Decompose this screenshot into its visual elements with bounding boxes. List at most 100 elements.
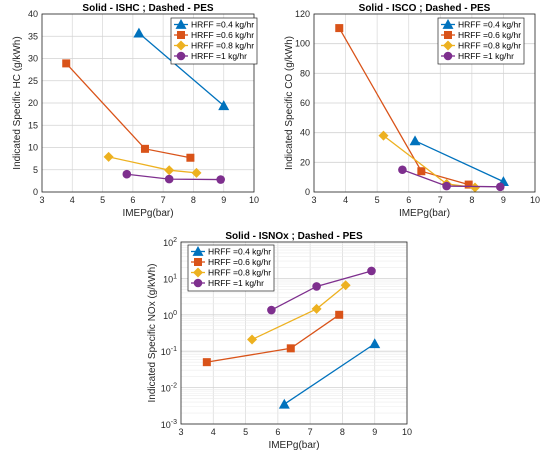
x-tick-label: 6 <box>406 195 411 205</box>
y-tick-label: 10-2 <box>161 383 177 394</box>
x-tick-label: 5 <box>375 195 380 205</box>
x-tick-label: 7 <box>438 195 443 205</box>
data-point <box>218 100 230 111</box>
legend-label: HRFF =0.6 kg/hr <box>191 30 254 40</box>
data-point <box>267 305 276 315</box>
data-point <box>122 169 132 179</box>
data-point <box>470 182 481 193</box>
data-point <box>378 130 389 141</box>
legend-marker <box>176 51 186 61</box>
legend-label: HRFF =0.4 kg/hr <box>458 20 521 30</box>
chart-title: Solid - ISHC ; Dashed - PES <box>82 3 213 14</box>
x-tick-label: 4 <box>343 195 348 205</box>
axes-box <box>41 13 255 193</box>
data-point <box>312 282 321 291</box>
data-point <box>286 344 295 353</box>
data-point <box>191 167 202 178</box>
y-tick-label: 10-3 <box>161 419 177 430</box>
legend-marker <box>192 246 204 256</box>
y-tick-label: 15 <box>28 120 38 130</box>
legend-label: HRFF =1 kg/hr <box>458 51 514 61</box>
data-point <box>140 144 149 153</box>
y-tick-label: 40 <box>28 9 38 19</box>
legend-label: HRFF =0.8 kg/hr <box>208 268 271 278</box>
data-point <box>442 181 451 191</box>
legend-label: HRFF =0.8 kg/hr <box>458 41 521 51</box>
legend-label: HRFF =0.6 kg/hr <box>208 257 271 267</box>
x-axis-label: IMEPg(bar) <box>399 208 450 219</box>
legend-marker <box>175 19 187 29</box>
x-axis-label: IMEPg(bar) <box>268 440 319 451</box>
data-point <box>335 24 344 33</box>
y-tick-label: 10-1 <box>161 346 177 357</box>
data-point <box>398 165 407 175</box>
data-point <box>417 167 426 176</box>
x-tick-label: 6 <box>130 195 135 205</box>
data-point <box>367 266 376 276</box>
x-tick-label: 4 <box>211 427 216 437</box>
data-point <box>164 165 175 176</box>
series-line-1 <box>283 343 376 405</box>
y-axis-label: Indicated Specific NOx (g/kWh) <box>147 264 158 403</box>
x-tick-label: 8 <box>191 195 196 205</box>
x-tick-label: 7 <box>161 195 166 205</box>
chart-title: Solid - ISCO ; Dashed - PES <box>359 3 491 14</box>
y-tick-label: 35 <box>28 31 38 41</box>
data-point <box>103 151 114 162</box>
y-tick-label: 100 <box>295 39 310 49</box>
chart-title: Solid - ISNOx ; Dashed - PES <box>225 231 363 242</box>
x-tick-label: 3 <box>178 427 183 437</box>
axes-box <box>313 13 536 193</box>
x-tick-label: 10 <box>402 427 412 437</box>
data-point <box>278 398 290 409</box>
legend-marker <box>193 267 203 278</box>
y-tick-label: 10 <box>28 143 38 153</box>
series-line-1 <box>138 32 225 107</box>
x-axis-label: IMEPg(bar) <box>122 208 173 219</box>
legend-marker <box>177 31 185 39</box>
data-point <box>202 358 211 367</box>
data-point <box>247 334 258 345</box>
legend-marker <box>443 51 453 61</box>
y-axis-label: Indicated Specific CO (g/kWh) <box>284 36 295 170</box>
y-tick-label: 25 <box>28 76 38 86</box>
legend-marker <box>442 19 454 29</box>
legend-label: HRFF =0.4 kg/hr <box>191 20 254 30</box>
y-tick-label: 100 <box>163 310 177 321</box>
x-tick-label: 3 <box>311 195 316 205</box>
chart-3: 3 4 5 6 7 8 9 10 10-3 10-2 10-1 100 101 102 Solid - IS… <box>147 231 412 451</box>
data-point <box>164 174 174 184</box>
data-point <box>409 135 421 146</box>
data-point <box>369 338 381 349</box>
legend-label: HRFF =0.4 kg/hr <box>208 247 271 257</box>
data-point <box>186 153 195 162</box>
x-tick-label: 9 <box>501 195 506 205</box>
chart-1: 3 4 5 6 7 8 9 10 0 5 10 15 20 25 30 35 40 Solid - ISHC ; … <box>12 3 259 219</box>
legend-label: HRFF =0.6 kg/hr <box>458 30 521 40</box>
x-tick-label: 10 <box>249 195 259 205</box>
legend-marker <box>443 40 453 51</box>
legend-label: HRFF =1 kg/hr <box>191 51 247 61</box>
y-tick-label: 0 <box>305 187 310 197</box>
x-tick-label: 9 <box>221 195 226 205</box>
y-tick-label: 20 <box>300 157 310 167</box>
legend-marker <box>176 40 186 51</box>
data-point <box>464 180 473 189</box>
series-line-1 <box>414 140 504 183</box>
data-point <box>311 303 322 314</box>
x-tick-label: 8 <box>469 195 474 205</box>
data-point <box>133 27 145 38</box>
y-tick-label: 20 <box>28 98 38 108</box>
data-point <box>340 280 351 291</box>
x-tick-label: 5 <box>100 195 105 205</box>
axes-box <box>180 241 408 425</box>
legend-marker <box>193 278 203 288</box>
x-tick-label: 6 <box>275 427 280 437</box>
x-tick-label: 5 <box>243 427 248 437</box>
legend-label: HRFF =1 kg/hr <box>208 278 264 288</box>
x-tick-label: 3 <box>39 195 44 205</box>
